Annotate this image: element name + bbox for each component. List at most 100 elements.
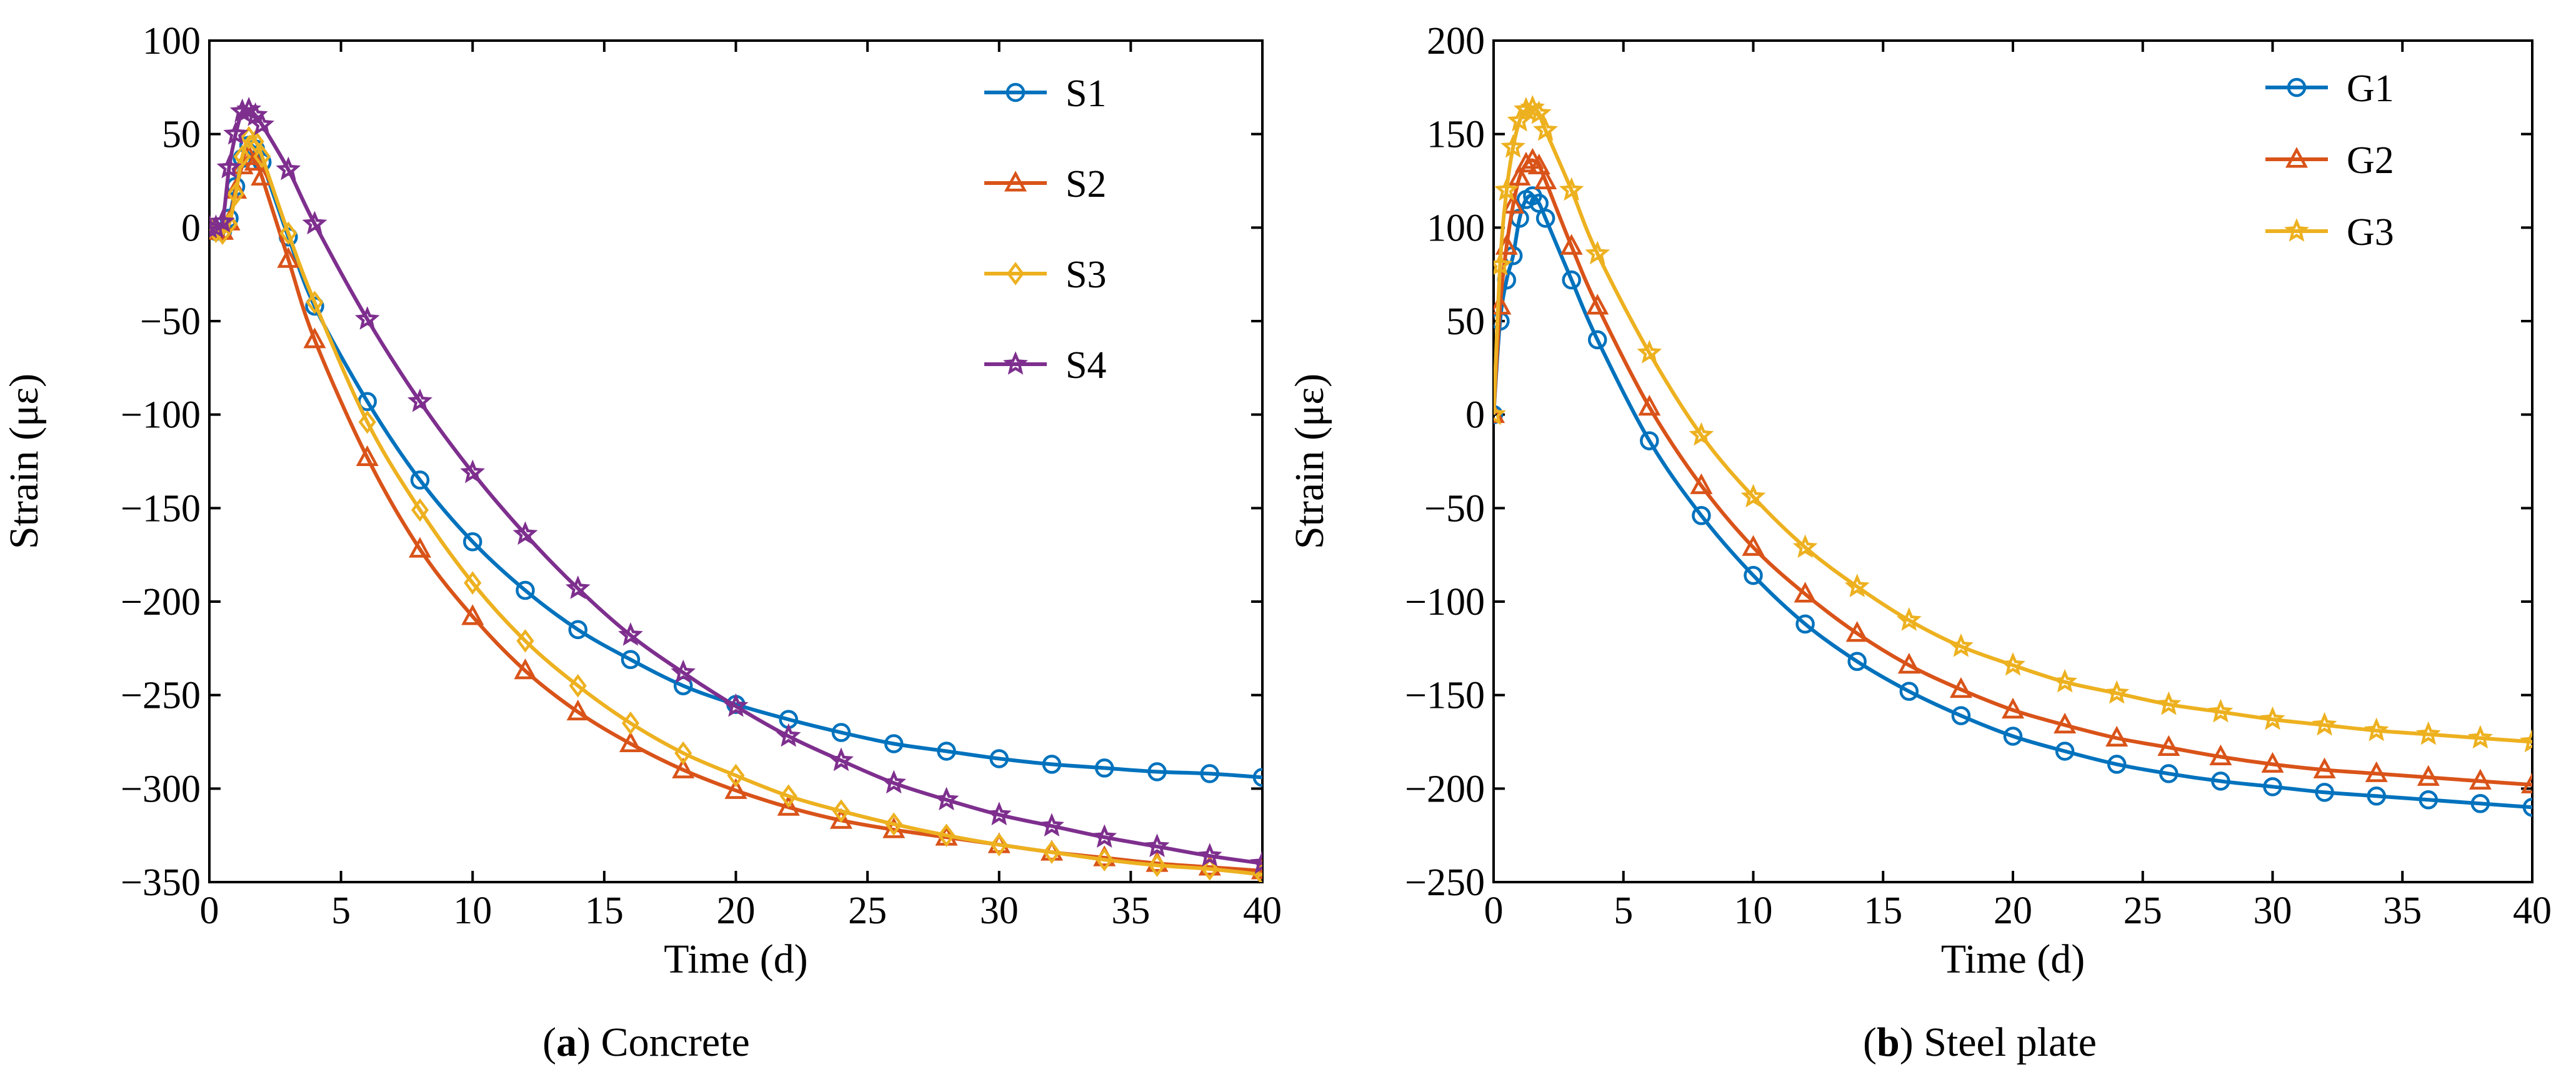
data-point-S3 bbox=[832, 799, 851, 823]
x-axis-label: Time (d) bbox=[1941, 936, 2085, 982]
legend-marker bbox=[2285, 147, 2309, 168]
y-tick-label: 0 bbox=[181, 207, 201, 249]
data-point-S1 bbox=[410, 470, 430, 490]
legend-marker bbox=[1006, 82, 1026, 102]
data-point-S1 bbox=[1200, 764, 1219, 783]
data-point-G1 bbox=[1951, 706, 1971, 725]
data-point-G2 bbox=[1897, 653, 1920, 674]
chart-panel-b: 0 5 10 15 20 25 30 35 40 200 150 100 50 0 −50 −100 −150 −… bbox=[1287, 20, 2552, 1065]
caption-text: Concrete bbox=[601, 1020, 750, 1065]
data-point-S4 bbox=[209, 214, 222, 239]
x-tick-label: 25 bbox=[2124, 890, 2162, 932]
data-point-G1 bbox=[1795, 614, 1815, 634]
data-point-S1 bbox=[937, 742, 956, 761]
data-point-G2 bbox=[1794, 582, 1817, 603]
data-point-S1 bbox=[1147, 762, 1167, 782]
data-point-S3 bbox=[727, 763, 745, 788]
data-point-S3 bbox=[990, 833, 1008, 856]
data-point-S2 bbox=[356, 445, 379, 467]
caption-paren-open: ( bbox=[1863, 1020, 1877, 1065]
data-point-G2 bbox=[1514, 151, 1537, 173]
legend-entry-G1: G1 bbox=[2265, 67, 2394, 110]
x-tick-label: 0 bbox=[1484, 890, 1504, 932]
y-tick-label: 100 bbox=[142, 20, 201, 62]
data-point-S3 bbox=[253, 144, 271, 169]
data-point-G2 bbox=[2469, 768, 2492, 790]
y-tick-label: −200 bbox=[121, 581, 201, 623]
data-point-S4 bbox=[1039, 813, 1064, 836]
data-point-S3 bbox=[621, 711, 640, 735]
figure-caption: (b) Steel plate bbox=[1863, 1020, 2097, 1065]
caption-paren-close: ) bbox=[577, 1020, 601, 1065]
x-tick-label: 10 bbox=[1734, 890, 1773, 932]
x-tick-label: 15 bbox=[585, 890, 624, 932]
data-point-G3 bbox=[1494, 177, 1519, 201]
data-point-G1 bbox=[1562, 270, 1581, 290]
y-tick-label: −50 bbox=[1424, 487, 1485, 530]
legend-marker bbox=[2287, 77, 2307, 97]
data-point-S4 bbox=[934, 787, 959, 811]
data-point-S4 bbox=[216, 154, 242, 179]
data-point-S3 bbox=[516, 629, 534, 653]
data-point-S3 bbox=[1042, 840, 1061, 864]
x-tick-label: 25 bbox=[848, 890, 887, 932]
data-point-G1 bbox=[2003, 727, 2023, 746]
data-point-G1 bbox=[1692, 506, 1711, 525]
legend-entry-S1: S1 bbox=[984, 72, 1106, 115]
data-point-G3 bbox=[1844, 573, 1870, 597]
data-point-G1 bbox=[2211, 772, 2230, 791]
data-point-S3 bbox=[1096, 848, 1114, 871]
data-point-G3 bbox=[2000, 652, 2025, 676]
data-point-G3 bbox=[2520, 728, 2532, 753]
y-tick-label: 150 bbox=[1427, 114, 1485, 156]
x-tick-label: 5 bbox=[1614, 890, 1633, 932]
data-point-G3 bbox=[2156, 691, 2182, 715]
y-tick-label: −50 bbox=[140, 300, 201, 343]
data-point-S2 bbox=[724, 778, 747, 799]
data-point-G2 bbox=[1534, 168, 1557, 189]
data-point-G3 bbox=[1689, 422, 1714, 446]
data-point-S2 bbox=[277, 247, 300, 268]
x-tick-label: 0 bbox=[200, 890, 219, 932]
legend-label: G3 bbox=[2347, 211, 2394, 254]
series-line-G3 bbox=[1494, 106, 2532, 744]
data-point-S4 bbox=[671, 659, 696, 683]
data-point-S4 bbox=[986, 802, 1012, 826]
data-point-S4 bbox=[723, 693, 749, 717]
data-point-S4 bbox=[565, 575, 591, 599]
legend-entry-G3: G3 bbox=[2265, 211, 2394, 254]
data-point-S4 bbox=[1092, 824, 1117, 848]
data-point-S4 bbox=[223, 121, 248, 145]
data-point-G2 bbox=[1949, 677, 1972, 698]
data-point-S1 bbox=[621, 650, 641, 670]
series-line-S4 bbox=[209, 107, 1262, 866]
y-tick-label: −150 bbox=[1405, 675, 1485, 717]
data-point-S1 bbox=[1095, 758, 1114, 778]
y-tick-label: −250 bbox=[121, 675, 201, 717]
data-point-G1 bbox=[2159, 764, 2179, 783]
data-point-G3 bbox=[1948, 633, 1974, 657]
data-point-G1 bbox=[2055, 742, 2075, 761]
data-point-S4 bbox=[302, 211, 327, 235]
data-point-S4 bbox=[276, 156, 301, 181]
data-point-G2 bbox=[2261, 752, 2284, 773]
data-point-G3 bbox=[1507, 107, 1532, 132]
data-point-S2 bbox=[408, 537, 432, 558]
data-point-S4 bbox=[210, 209, 235, 233]
data-point-G3 bbox=[2052, 668, 2078, 693]
data-point-S4 bbox=[829, 747, 854, 772]
data-point-S4 bbox=[1197, 843, 1222, 866]
data-point-G3 bbox=[2415, 721, 2441, 745]
legend-marker bbox=[1003, 351, 1028, 375]
data-point-G3 bbox=[1792, 534, 1818, 558]
data-point-G1 bbox=[2522, 798, 2532, 817]
data-point-S2 bbox=[777, 795, 800, 816]
data-point-S2 bbox=[251, 164, 274, 186]
legend-label: G2 bbox=[2347, 139, 2394, 182]
data-point-G2 bbox=[2520, 772, 2532, 793]
x-tick-label: 40 bbox=[2513, 890, 2552, 932]
y-tick-label: −250 bbox=[1405, 861, 1485, 904]
data-point-S2 bbox=[672, 757, 695, 778]
data-point-G2 bbox=[1742, 535, 1765, 556]
data-point-G2 bbox=[2105, 725, 2129, 747]
